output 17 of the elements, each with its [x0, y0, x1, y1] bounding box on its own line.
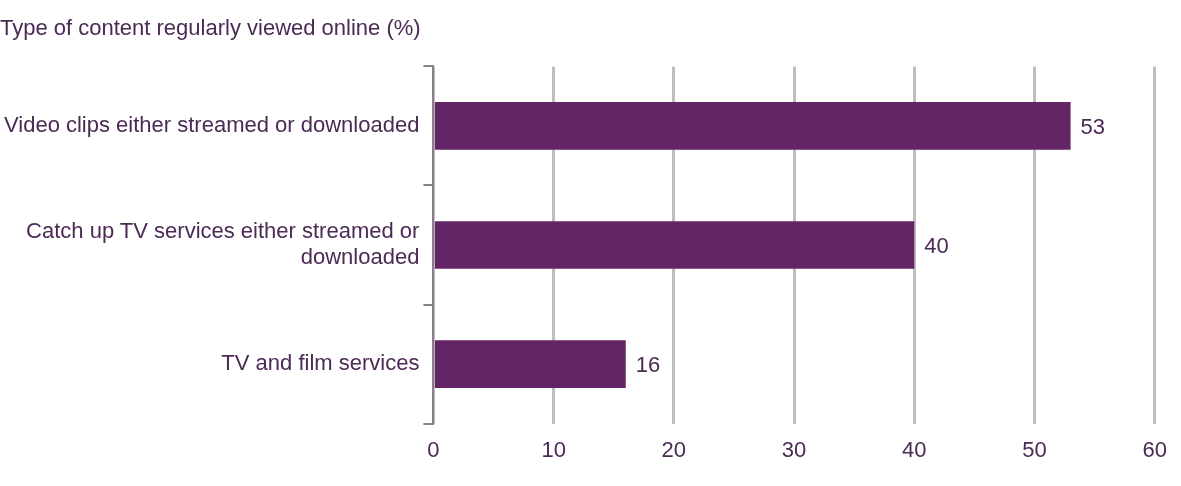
data-label: 53: [1080, 114, 1106, 139]
bar: [434, 340, 626, 388]
x-tick-label: 30: [781, 436, 807, 462]
x-tick-label: 40: [902, 436, 927, 462]
text: Type of content regularly viewed online (%): [0, 15, 421, 41]
x-tick-label: 10: [541, 436, 566, 462]
y-tick-label: Catch up TV services either streamed or downloaded: [26, 217, 420, 270]
x-tick-label: 0: [427, 436, 440, 462]
bar: [434, 102, 1071, 150]
bar: [434, 221, 915, 269]
x-tick-label: 60: [1142, 436, 1168, 462]
x-tick-label: 20: [661, 436, 687, 462]
data-label: 40: [924, 233, 949, 259]
y-tick-label: Video clips either streamed or downloaded: [3, 112, 420, 137]
data-label: 16: [635, 352, 661, 378]
x-tick-label: 50: [1022, 436, 1047, 462]
y-tick-label: TV and film services: [221, 350, 420, 376]
